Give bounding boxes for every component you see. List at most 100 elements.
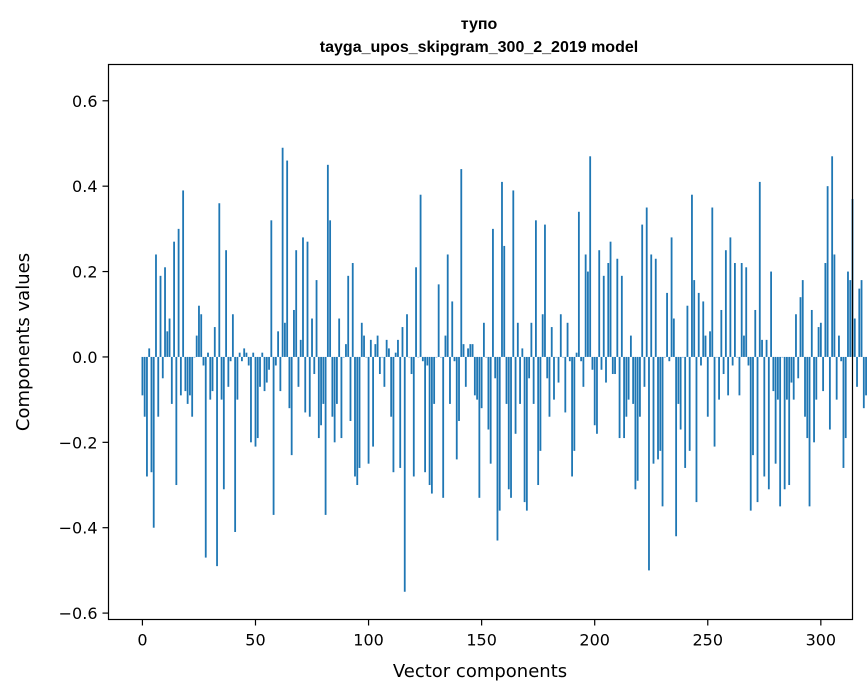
bar-38 [227, 356, 230, 387]
bar-230 [661, 356, 664, 507]
bar-108 [385, 339, 388, 357]
bar-97 [360, 322, 363, 357]
x-tick-label: 50 [245, 631, 265, 650]
bar-65 [288, 356, 291, 409]
bar-61 [279, 356, 282, 392]
bar-226 [652, 356, 655, 464]
bar-94 [354, 356, 356, 477]
bar-306 [833, 254, 836, 357]
bar-258 [724, 250, 727, 357]
bar-311 [844, 356, 847, 439]
bar-249 [704, 335, 707, 357]
bar-90 [345, 344, 347, 357]
bar-103 [374, 344, 377, 357]
bar-3 [148, 348, 151, 357]
bar-175 [537, 356, 540, 486]
bar-73 [306, 241, 309, 357]
bar-74 [308, 356, 311, 417]
bar-165 [514, 356, 517, 434]
bar-268 [747, 356, 750, 366]
bar-262 [734, 263, 736, 357]
bar-161 [505, 356, 508, 404]
bar-77 [315, 280, 318, 357]
bar-156 [494, 356, 497, 379]
bar-225 [650, 254, 653, 357]
bar-105 [378, 356, 381, 375]
bar-164 [512, 190, 515, 357]
x-tick-label: 150 [466, 631, 497, 650]
bar-316 [856, 356, 858, 387]
bar-85 [333, 356, 336, 443]
bar-18 [182, 190, 185, 357]
bar-319 [862, 356, 865, 409]
bar-96 [358, 356, 361, 468]
x-tick-label: 300 [806, 631, 837, 650]
bar-127 [428, 356, 431, 486]
bar-270 [752, 356, 754, 456]
bar-125 [424, 356, 426, 473]
bar-34 [218, 203, 221, 357]
x-tick-label: 0 [137, 631, 147, 650]
chart-title-line2: tayga_upos_skipgram_300_2_2019 model [320, 39, 638, 56]
bar-291 [799, 297, 802, 357]
bar-69 [297, 356, 300, 387]
bar-44 [241, 356, 243, 362]
bar-284 [783, 356, 786, 490]
bar-185 [559, 314, 562, 357]
bar-27 [202, 356, 205, 366]
bar-29 [207, 352, 209, 357]
bar-280 [774, 356, 777, 464]
bar-209 [614, 356, 616, 375]
bar-20 [186, 356, 189, 404]
bar-40 [231, 314, 234, 357]
bar-19 [184, 356, 187, 392]
bar-190 [571, 356, 573, 477]
bar-289 [795, 314, 797, 357]
bar-310 [842, 356, 845, 468]
bar-173 [532, 356, 535, 404]
bar-22 [191, 356, 194, 417]
bar-112 [394, 352, 397, 357]
bar-204 [602, 275, 605, 357]
bar-293 [804, 356, 806, 417]
bar-53 [261, 352, 264, 357]
bar-104 [376, 335, 379, 357]
bar-206 [607, 263, 610, 357]
bar-148 [476, 356, 479, 400]
bar-114 [399, 356, 402, 468]
bar-318 [860, 280, 863, 357]
bar-75 [311, 318, 313, 357]
bar-242 [688, 356, 691, 451]
bar-116 [403, 356, 406, 592]
bar-315 [853, 318, 856, 357]
bar-66 [290, 356, 293, 456]
bar-15 [175, 356, 178, 486]
y-tick-label: 0.6 [72, 92, 97, 111]
chart-title-line1: тупо [461, 16, 498, 33]
bar-86 [336, 356, 338, 404]
bar-219 [636, 356, 639, 481]
bar-272 [756, 356, 759, 503]
bar-247 [700, 356, 702, 366]
bar-91 [347, 275, 350, 357]
bar-115 [401, 327, 404, 357]
bar-198 [589, 156, 592, 357]
y-tick-label: −0.4 [59, 519, 98, 538]
bar-154 [489, 356, 492, 464]
bar-72 [304, 356, 307, 413]
bar-129 [433, 356, 436, 404]
bar-87 [338, 318, 341, 357]
bar-172 [530, 322, 533, 357]
bar-49 [252, 352, 255, 357]
bar-202 [598, 250, 601, 357]
bar-8 [159, 275, 162, 357]
bar-203 [600, 356, 603, 370]
bar-282 [779, 356, 782, 507]
bar-68 [295, 250, 298, 357]
bar-39 [229, 356, 232, 362]
bar-36 [222, 356, 225, 490]
bar-140 [458, 356, 460, 421]
bar-274 [761, 339, 763, 357]
bar-286 [788, 356, 791, 486]
bar-135 [446, 254, 449, 357]
